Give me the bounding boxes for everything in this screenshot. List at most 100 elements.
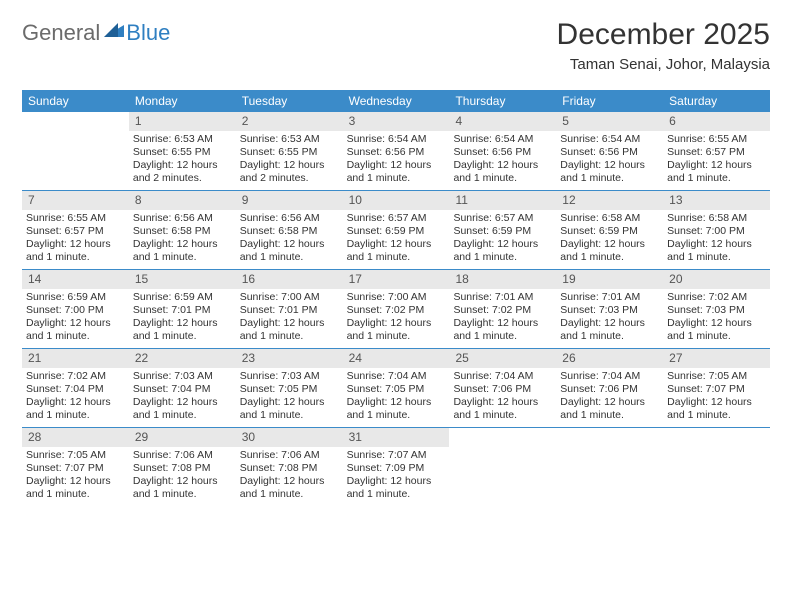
daylight-line: Daylight: 12 hours and 1 minute. <box>26 475 125 501</box>
day-info: Sunrise: 6:54 AMSunset: 6:56 PMDaylight:… <box>556 133 663 190</box>
day-info: Sunrise: 7:06 AMSunset: 7:08 PMDaylight:… <box>129 449 236 506</box>
calendar-day-cell: 12Sunrise: 6:58 AMSunset: 6:59 PMDayligh… <box>556 191 663 269</box>
sunrise-line: Sunrise: 7:03 AM <box>133 370 232 383</box>
calendar-header-cell: Thursday <box>449 90 556 112</box>
day-number: 15 <box>129 270 236 289</box>
brand-part1: General <box>22 20 100 46</box>
day-number: 13 <box>663 191 770 210</box>
day-number: 29 <box>129 428 236 447</box>
day-info: Sunrise: 6:57 AMSunset: 6:59 PMDaylight:… <box>343 212 450 269</box>
sunrise-line: Sunrise: 7:00 AM <box>240 291 339 304</box>
sunrise-line: Sunrise: 6:54 AM <box>560 133 659 146</box>
sunset-line: Sunset: 7:04 PM <box>26 383 125 396</box>
day-number: 19 <box>556 270 663 289</box>
calendar-day-cell: 17Sunrise: 7:00 AMSunset: 7:02 PMDayligh… <box>343 270 450 348</box>
calendar-day-cell: 20 Sunrise: 7:02 AMSunset: 7:03 PMDayligh… <box>663 270 770 348</box>
sunset-line: Sunset: 7:05 PM <box>347 383 446 396</box>
day-number: 2 <box>236 112 343 131</box>
day-number: 27 <box>663 349 770 368</box>
daylight-line: Daylight: 12 hours and 1 minute. <box>667 238 766 264</box>
calendar-day-cell: 26 Sunrise: 7:04 AMSunset: 7:06 PMDayligh… <box>556 349 663 427</box>
sunrise-line: Sunrise: 7:04 AM <box>560 370 659 383</box>
calendar-day-cell: 24Sunrise: 7:04 AMSunset: 7:05 PMDayligh… <box>343 349 450 427</box>
calendar-day-cell: 21 Sunrise: 7:02 AMSunset: 7:04 PMDayligh… <box>22 349 129 427</box>
calendar-header-cell: Monday <box>129 90 236 112</box>
daylight-line: Daylight: 12 hours and 1 minute. <box>453 317 552 343</box>
sunrise-line: Sunrise: 7:04 AM <box>453 370 552 383</box>
calendar-day-cell: 13Sunrise: 6:58 AMSunset: 7:00 PMDayligh… <box>663 191 770 269</box>
sunset-line: Sunset: 6:59 PM <box>560 225 659 238</box>
sunrise-line: Sunrise: 7:01 AM <box>560 291 659 304</box>
sunrise-line: Sunrise: 6:57 AM <box>347 212 446 225</box>
day-info: Sunrise: 7:05 AMSunset: 7:07 PMDaylight:… <box>22 449 129 506</box>
sunrise-line: Sunrise: 7:06 AM <box>240 449 339 462</box>
calendar-day-cell <box>22 112 129 190</box>
sunrise-line: Sunrise: 7:07 AM <box>347 449 446 462</box>
day-number: 20 <box>663 270 770 289</box>
sunset-line: Sunset: 7:07 PM <box>667 383 766 396</box>
daylight-line: Daylight: 12 hours and 1 minute. <box>347 159 446 185</box>
day-info: Sunrise: 6:56 AMSunset: 6:58 PMDaylight:… <box>129 212 236 269</box>
day-info: Sunrise: 6:55 AMSunset: 6:57 PMDaylight:… <box>22 212 129 269</box>
sunrise-line: Sunrise: 7:03 AM <box>240 370 339 383</box>
day-info: Sunrise: 7:04 AMSunset: 7:06 PMDaylight:… <box>556 370 663 427</box>
sunrise-line: Sunrise: 6:55 AM <box>667 133 766 146</box>
day-info: Sunrise: 6:59 AMSunset: 7:00 PMDaylight:… <box>22 291 129 348</box>
daylight-line: Daylight: 12 hours and 1 minute. <box>667 317 766 343</box>
daylight-line: Daylight: 12 hours and 2 minutes. <box>133 159 232 185</box>
sunrise-line: Sunrise: 6:59 AM <box>26 291 125 304</box>
day-number: 21 <box>22 349 129 368</box>
sunset-line: Sunset: 6:55 PM <box>240 146 339 159</box>
calendar-day-cell <box>663 428 770 506</box>
sunrise-line: Sunrise: 6:56 AM <box>133 212 232 225</box>
daylight-line: Daylight: 12 hours and 1 minute. <box>133 238 232 264</box>
calendar-day-cell: 22Sunrise: 7:03 AMSunset: 7:04 PMDayligh… <box>129 349 236 427</box>
day-info: Sunrise: 7:03 AMSunset: 7:04 PMDaylight:… <box>129 370 236 427</box>
calendar-header-cell: Sunday <box>22 90 129 112</box>
daylight-line: Daylight: 12 hours and 1 minute. <box>240 238 339 264</box>
sunset-line: Sunset: 7:09 PM <box>347 462 446 475</box>
sunrise-line: Sunrise: 7:01 AM <box>453 291 552 304</box>
sunset-line: Sunset: 6:59 PM <box>347 225 446 238</box>
calendar-day-cell: 6Sunrise: 6:55 AMSunset: 6:57 PMDaylight… <box>663 112 770 190</box>
daylight-line: Daylight: 12 hours and 1 minute. <box>560 238 659 264</box>
day-number: 8 <box>129 191 236 210</box>
calendar-day-cell: 18Sunrise: 7:01 AMSunset: 7:02 PMDayligh… <box>449 270 556 348</box>
calendar-header-cell: Saturday <box>663 90 770 112</box>
day-info: Sunrise: 6:54 AMSunset: 6:56 PMDaylight:… <box>343 133 450 190</box>
day-info: Sunrise: 7:01 AMSunset: 7:03 PMDaylight:… <box>556 291 663 348</box>
sunrise-line: Sunrise: 6:54 AM <box>453 133 552 146</box>
sunset-line: Sunset: 7:02 PM <box>453 304 552 317</box>
calendar-day-cell: 23Sunrise: 7:03 AMSunset: 7:05 PMDayligh… <box>236 349 343 427</box>
sunrise-line: Sunrise: 7:02 AM <box>667 291 766 304</box>
day-info: Sunrise: 7:07 AMSunset: 7:09 PMDaylight:… <box>343 449 450 506</box>
header-right: December 2025 Taman Senai, Johor, Malays… <box>557 18 770 73</box>
location-text: Taman Senai, Johor, Malaysia <box>557 56 770 73</box>
day-info: Sunrise: 7:06 AMSunset: 7:08 PMDaylight:… <box>236 449 343 506</box>
calendar-day-cell: 11Sunrise: 6:57 AMSunset: 6:59 PMDayligh… <box>449 191 556 269</box>
daylight-line: Daylight: 12 hours and 1 minute. <box>560 159 659 185</box>
calendar-day-cell <box>556 428 663 506</box>
day-number: 26 <box>556 349 663 368</box>
calendar-day-cell: 25Sunrise: 7:04 AMSunset: 7:06 PMDayligh… <box>449 349 556 427</box>
sunrise-line: Sunrise: 7:05 AM <box>26 449 125 462</box>
calendar-day-cell: 9Sunrise: 6:56 AMSunset: 6:58 PMDaylight… <box>236 191 343 269</box>
calendar-week-row: 14 Sunrise: 6:59 AMSunset: 7:00 PMDayligh… <box>22 270 770 349</box>
day-info: Sunrise: 7:02 AMSunset: 7:03 PMDaylight:… <box>663 291 770 348</box>
sunset-line: Sunset: 6:58 PM <box>240 225 339 238</box>
calendar-week-row: 28Sunrise: 7:05 AMSunset: 7:07 PMDayligh… <box>22 428 770 506</box>
calendar-day-cell: 29 Sunrise: 7:06 AMSunset: 7:08 PMDayligh… <box>129 428 236 506</box>
day-info: Sunrise: 7:02 AMSunset: 7:04 PMDaylight:… <box>22 370 129 427</box>
sunset-line: Sunset: 6:57 PM <box>667 146 766 159</box>
sunset-line: Sunset: 7:08 PM <box>240 462 339 475</box>
daylight-line: Daylight: 12 hours and 1 minute. <box>133 475 232 501</box>
day-number: 16 <box>236 270 343 289</box>
daylight-line: Daylight: 12 hours and 1 minute. <box>240 396 339 422</box>
day-number: 14 <box>22 270 129 289</box>
daylight-line: Daylight: 12 hours and 1 minute. <box>560 317 659 343</box>
calendar-header-cell: Tuesday <box>236 90 343 112</box>
calendar-day-cell: 16Sunrise: 7:00 AMSunset: 7:01 PMDayligh… <box>236 270 343 348</box>
sunrise-line: Sunrise: 6:55 AM <box>26 212 125 225</box>
calendar-day-cell <box>449 428 556 506</box>
sunrise-line: Sunrise: 6:57 AM <box>453 212 552 225</box>
